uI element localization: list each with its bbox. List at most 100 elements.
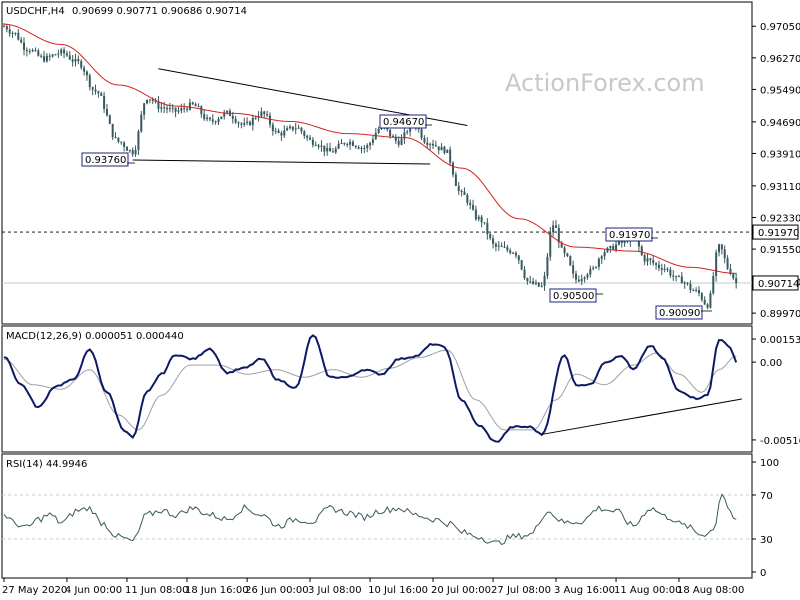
price-header-ohlc: 0.90699 0.90771 0.90686 0.90714 xyxy=(72,6,247,17)
candle xyxy=(457,181,460,195)
candle-body xyxy=(294,128,297,130)
candle xyxy=(286,125,289,131)
candle-body xyxy=(51,54,54,57)
candle-body xyxy=(160,107,163,109)
watermark: ActionForex.com xyxy=(505,69,705,97)
candle xyxy=(223,109,226,120)
candle xyxy=(655,262,658,270)
candle-body xyxy=(303,131,306,136)
candle xyxy=(331,147,334,153)
candle xyxy=(300,126,303,135)
candle xyxy=(128,149,131,153)
candle xyxy=(57,49,60,59)
candle xyxy=(369,141,372,150)
candle-body xyxy=(663,268,666,270)
candle-body xyxy=(125,146,128,151)
candle xyxy=(700,291,703,302)
candle xyxy=(289,124,291,130)
candle xyxy=(103,91,106,113)
candle-body xyxy=(194,104,197,107)
candle xyxy=(157,96,160,113)
candle-body xyxy=(514,252,517,256)
candle xyxy=(168,102,171,113)
candle-body xyxy=(655,263,658,265)
candle xyxy=(517,254,520,265)
candle-body xyxy=(466,194,469,203)
candle-body xyxy=(240,123,243,125)
candle-body xyxy=(323,145,326,152)
candle-body xyxy=(85,71,88,76)
candle-body xyxy=(726,258,729,269)
candle xyxy=(188,98,191,111)
candle-body xyxy=(543,275,546,286)
candle-body xyxy=(105,108,108,116)
candle xyxy=(80,59,83,70)
candle-body xyxy=(34,49,37,51)
macd-line xyxy=(3,334,738,443)
candle-body xyxy=(154,101,157,103)
candle-body xyxy=(540,285,543,287)
candle xyxy=(197,103,200,108)
candle-body xyxy=(474,209,477,220)
candle-body xyxy=(729,268,732,274)
candle-body xyxy=(243,122,246,125)
candle-body xyxy=(703,299,706,305)
candle-body xyxy=(366,145,369,149)
candle-body xyxy=(394,136,397,141)
candle xyxy=(186,106,189,113)
candle-body xyxy=(123,142,126,147)
candle xyxy=(426,137,429,149)
candle xyxy=(377,126,380,135)
candle xyxy=(400,134,403,146)
candle-body xyxy=(695,289,698,291)
candle xyxy=(586,272,589,280)
candle-body xyxy=(483,222,486,224)
candle-body xyxy=(637,236,640,247)
time-tick-label: 18 Aug 08:00 xyxy=(677,585,744,596)
candle-body xyxy=(549,232,552,257)
candle xyxy=(85,70,88,81)
candle-body xyxy=(457,185,460,191)
candle xyxy=(263,110,266,119)
candle xyxy=(88,73,91,91)
candle xyxy=(271,122,274,136)
candle xyxy=(394,134,397,144)
candle xyxy=(480,215,483,228)
candle-body xyxy=(566,253,569,257)
candle xyxy=(477,214,480,222)
candle-body xyxy=(489,234,492,239)
candle-body xyxy=(609,246,612,249)
candle-body xyxy=(534,282,537,284)
candle xyxy=(37,48,40,57)
candle-body xyxy=(223,112,226,117)
candle xyxy=(194,102,197,107)
candle-body xyxy=(166,107,169,110)
candle xyxy=(228,108,231,117)
candle xyxy=(675,275,678,282)
time-tick-label: 11 Aug 00:00 xyxy=(614,585,681,596)
candle-body xyxy=(188,102,191,110)
candle xyxy=(146,99,148,105)
candle xyxy=(208,116,211,122)
candle xyxy=(303,129,306,139)
candle-body xyxy=(657,264,660,269)
candle xyxy=(5,23,8,33)
candle xyxy=(329,142,332,152)
candle-body xyxy=(529,281,532,283)
candle xyxy=(174,107,177,118)
candle-body xyxy=(526,278,529,282)
candle xyxy=(500,242,503,248)
candle xyxy=(343,142,346,146)
candle-body xyxy=(357,147,360,149)
candle-body xyxy=(329,147,332,152)
candle xyxy=(483,222,486,225)
candle xyxy=(546,252,549,280)
candle xyxy=(526,277,529,285)
candle xyxy=(683,281,686,289)
candle-body xyxy=(486,222,489,235)
annotation-label: 0.90500 xyxy=(553,291,594,302)
candle-body xyxy=(492,238,495,244)
candle xyxy=(54,53,57,56)
candle-body xyxy=(552,225,555,233)
candle-body xyxy=(197,106,200,108)
